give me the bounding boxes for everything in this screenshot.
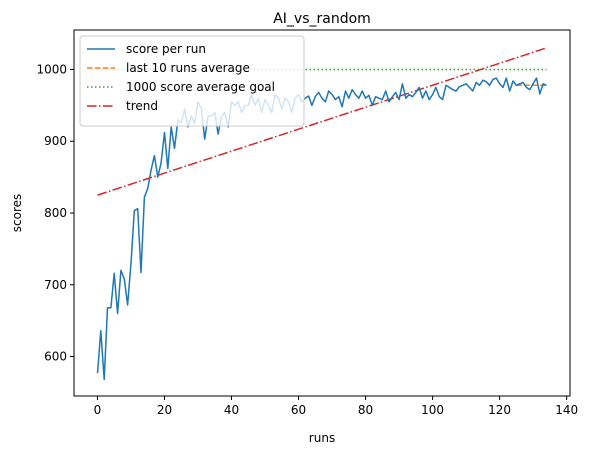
x-tick-label: 120 bbox=[488, 403, 511, 417]
chart-title: AI_vs_random bbox=[273, 11, 371, 27]
legend-label: trend bbox=[126, 99, 158, 113]
series-score-per-run-line bbox=[96, 77, 547, 381]
x-tick-label: 100 bbox=[421, 403, 444, 417]
y-tick-label: 900 bbox=[44, 134, 67, 148]
y-tick-label: 600 bbox=[44, 350, 67, 364]
series-layer bbox=[96, 47, 547, 381]
x-tick-label: 0 bbox=[94, 403, 102, 417]
y-tick-label: 1000 bbox=[36, 62, 67, 76]
x-axis-label: runs bbox=[309, 431, 335, 445]
x-axis: 0 20 40 60 80 100 120 140 bbox=[94, 396, 578, 417]
x-tick-label: 40 bbox=[224, 403, 239, 417]
y-axis-label: scores bbox=[10, 194, 24, 233]
legend-label: last 10 runs average bbox=[126, 61, 250, 75]
legend-box bbox=[79, 35, 305, 127]
legend-label: score per run bbox=[126, 42, 206, 56]
x-tick-label: 80 bbox=[358, 403, 373, 417]
y-tick-label: 700 bbox=[44, 278, 67, 292]
x-tick-label: 20 bbox=[157, 403, 172, 417]
x-tick-label: 140 bbox=[555, 403, 578, 417]
x-tick-label: 60 bbox=[291, 403, 306, 417]
series-trend-line bbox=[97, 47, 547, 196]
y-axis: 600 700 800 900 1000 bbox=[36, 62, 74, 364]
legend: score per run last 10 runs average 1000 sc… bbox=[79, 35, 305, 127]
y-tick-label: 800 bbox=[44, 206, 67, 220]
legend-label: 1000 score average goal bbox=[126, 80, 275, 94]
